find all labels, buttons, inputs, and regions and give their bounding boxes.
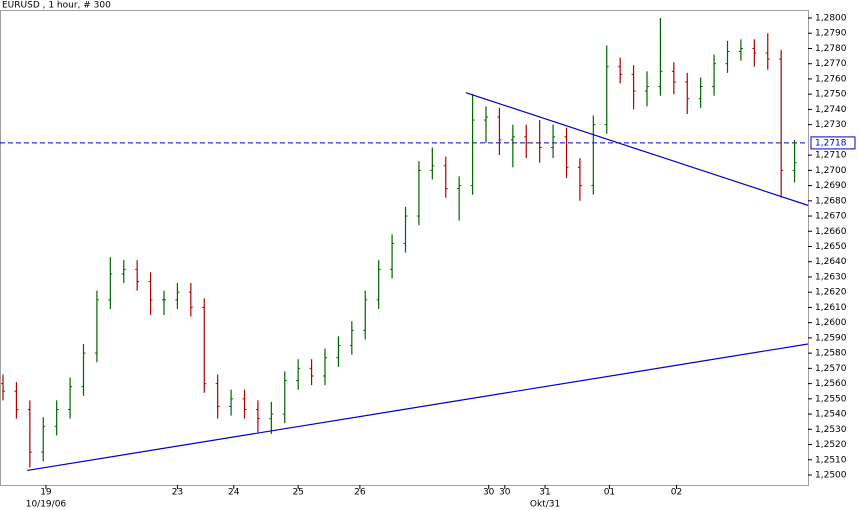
x-tick-label: 26 [354,488,366,498]
y-tick-label: 1,2630 [815,272,847,282]
x-tick-label: 31 [539,488,550,498]
y-tick-label: 1,2760 [815,74,847,84]
title-bg [0,0,130,10]
y-tick-label: 1,2730 [815,120,847,130]
x-tick-label: 25 [292,488,303,498]
y-tick-label: 1,2510 [815,455,847,465]
x-sublabel: 10/19/06 [26,500,67,510]
x-tick-label: 23 [172,488,183,498]
y-tick-label: 1,2570 [815,364,847,374]
trendline [465,92,809,206]
y-tick-label: 1,2800 [815,14,847,24]
level-label: 1,2718 [815,138,847,148]
y-tick-label: 1,2550 [815,394,847,404]
x-tick-label: 30 [499,488,511,498]
y-tick-label: 1,2590 [815,333,847,343]
y-tick-label: 1,2560 [815,379,847,389]
y-tick-label: 1,2540 [815,410,847,420]
y-tick-label: 1,2670 [815,212,847,222]
y-tick-label: 1,2700 [815,166,847,176]
y-tick-label: 1,2610 [815,303,847,313]
y-tick-label: 1,2770 [815,59,847,69]
y-tick-label: 1,2690 [815,181,847,191]
y-tick-label: 1,2530 [815,425,847,435]
y-tick-label: 1,2680 [815,196,847,206]
y-tick-label: 1,2650 [815,242,847,252]
x-tick-label: 02 [671,488,682,498]
y-tick-label: 1,2620 [815,288,847,298]
y-tick-label: 1,2520 [815,440,847,450]
y-tick-label: 1,2710 [815,151,847,161]
x-tick-label: 30 [483,488,495,498]
y-tick-label: 1,2780 [815,44,847,54]
y-tick-label: 1,2740 [815,105,847,115]
x-tick-label: 24 [228,488,240,498]
y-tick-label: 1,2640 [815,257,847,267]
y-tick-label: 1,2580 [815,349,847,359]
y-tick-label: 1,2500 [815,471,847,481]
chart-title: EURUSD , 1 hour, # 300 [2,1,111,11]
y-tick-label: 1,2750 [815,90,847,100]
level-label-bg [810,136,856,150]
y-tick-label: 1,2790 [815,29,847,39]
x-sublabel: Okt/31 [530,500,560,510]
x-tick-label: 01 [604,488,615,498]
x-tick-label: 19 [40,488,52,498]
y-tick-label: 1,2660 [815,227,847,237]
y-tick-label: 1,2600 [815,318,847,328]
trendline [27,343,809,472]
